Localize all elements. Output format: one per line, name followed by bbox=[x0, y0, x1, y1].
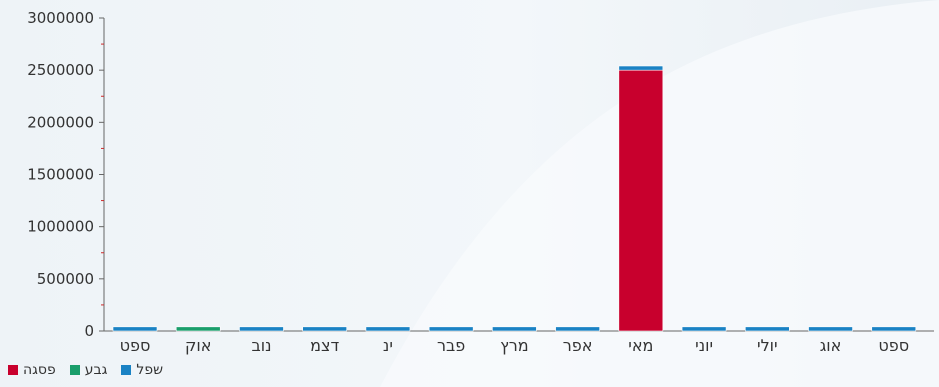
legend-swatch bbox=[8, 365, 18, 375]
bar-segment bbox=[555, 326, 600, 332]
x-tick-label: אפר bbox=[563, 336, 593, 355]
x-tick-label: יוני bbox=[695, 336, 713, 355]
legend-item: גבע bbox=[69, 362, 108, 378]
y-tick-label: 1500000 bbox=[27, 166, 94, 184]
y-tick-label: 3000000 bbox=[27, 9, 94, 27]
legend-label: שפל bbox=[136, 362, 164, 378]
x-tick-label: נוב bbox=[251, 336, 271, 355]
legend-swatch bbox=[69, 365, 80, 375]
bar-segment bbox=[808, 326, 853, 332]
legend: פסגה גבע שפל bbox=[8, 362, 163, 378]
legend-label: גבע bbox=[84, 362, 108, 378]
x-tick-label: דצמ bbox=[310, 336, 339, 355]
x-tick-label: פבר bbox=[437, 336, 465, 355]
bars bbox=[112, 65, 917, 332]
y-tick-label: 500000 bbox=[37, 270, 94, 288]
bar-segment bbox=[871, 326, 917, 332]
x-tick-label: מאי bbox=[628, 336, 653, 355]
x-tick-label: אוק bbox=[185, 336, 211, 355]
x-tick-label: יולי bbox=[757, 336, 778, 355]
x-tick-label: ינ bbox=[383, 336, 393, 355]
legend-item: שפל bbox=[121, 362, 163, 378]
x-tick-label: ספט bbox=[878, 336, 909, 355]
bar-segment bbox=[492, 326, 537, 332]
legend-label: פסגה bbox=[23, 362, 56, 378]
bar-segment bbox=[618, 69, 664, 332]
bar-segment bbox=[745, 326, 790, 332]
bar-segment bbox=[365, 326, 411, 332]
y-tick-label: 1000000 bbox=[27, 218, 94, 236]
bar-segment bbox=[239, 326, 284, 332]
legend-item: פסגה bbox=[8, 362, 56, 378]
bar-segment bbox=[428, 326, 474, 332]
bar-segment bbox=[302, 326, 347, 332]
legend-swatch bbox=[121, 365, 132, 375]
bar-segment bbox=[681, 326, 727, 332]
x-tick-label: מרץ bbox=[500, 336, 529, 355]
x-tick-label: אוג bbox=[820, 336, 842, 355]
bar-segment bbox=[175, 326, 221, 332]
y-tick-label: 2000000 bbox=[27, 113, 94, 131]
x-tick-label: ספט bbox=[120, 336, 151, 355]
bar-segment bbox=[112, 326, 158, 332]
y-tick-label: 2500000 bbox=[27, 61, 94, 79]
bar-segment bbox=[618, 65, 664, 71]
axis-labels: 0 500000 1000000 1500000 2000000 2500000 30000… bbox=[27, 9, 909, 355]
y-tick-label: 0 bbox=[84, 322, 94, 340]
